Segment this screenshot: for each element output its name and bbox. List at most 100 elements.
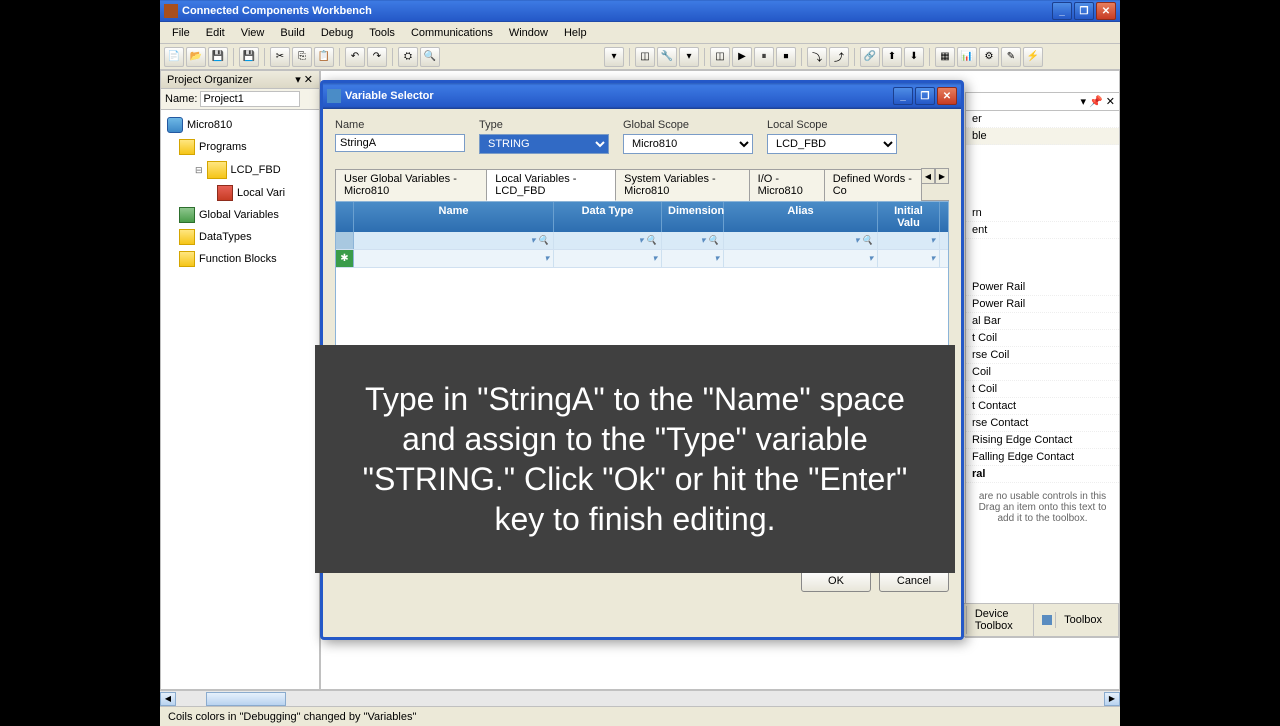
rp-item[interactable]: Falling Edge Contact (966, 449, 1119, 466)
col-datatype[interactable]: Data Type (554, 202, 662, 232)
play-icon[interactable]: ▶ (732, 47, 752, 67)
filter-cell[interactable]: ▾ (878, 232, 940, 249)
close-button[interactable]: ✕ (1096, 2, 1116, 20)
tool-icon[interactable]: ▾ (604, 47, 624, 67)
rp-item[interactable]: rse Coil (966, 347, 1119, 364)
tab-local-vars[interactable]: Local Variables - LCD_FBD (486, 169, 616, 201)
hscroll-right-icon[interactable]: ▶ (1104, 692, 1120, 706)
grid-cell[interactable]: ▾ (554, 250, 662, 267)
rp-item[interactable]: er (966, 111, 1119, 128)
rp-item[interactable]: ble (966, 128, 1119, 145)
copy-icon[interactable]: ⎘ (292, 47, 312, 67)
dropdown-icon[interactable]: ▾ (679, 47, 699, 67)
tree-root[interactable]: Micro810 (165, 114, 315, 136)
rp-item[interactable]: ral (966, 466, 1119, 483)
menu-build[interactable]: Build (272, 25, 312, 41)
panel-pin-icon[interactable]: ▾ 📌 ✕ (1080, 95, 1115, 108)
redo-icon[interactable]: ↷ (367, 47, 387, 67)
filter-icon[interactable]: ▾ 🔍 (855, 235, 873, 246)
col-initvalue[interactable]: Initial Valu (878, 202, 940, 232)
upload-icon[interactable]: ⬆ (882, 47, 902, 67)
tab-user-global[interactable]: User Global Variables - Micro810 (335, 169, 487, 201)
rp-item[interactable]: al Bar (966, 313, 1119, 330)
lscope-select[interactable]: LCD_FBD (767, 134, 897, 154)
grid-icon[interactable]: ▦ (935, 47, 955, 67)
tab-scroll-right-icon[interactable]: ▶ (935, 168, 949, 184)
menu-debug[interactable]: Debug (313, 25, 361, 41)
build-icon[interactable]: ⛭ (398, 47, 418, 67)
col-name[interactable]: Name (354, 202, 554, 232)
rp-item[interactable]: Power Rail (966, 279, 1119, 296)
open-icon[interactable]: 📂 (186, 47, 206, 67)
hscroll-thumb[interactable] (206, 692, 286, 706)
menu-help[interactable]: Help (556, 25, 595, 41)
tab-toolbox[interactable]: Toolbox (1033, 604, 1118, 636)
dialog-maximize-button[interactable]: ❐ (915, 87, 935, 105)
menu-edit[interactable]: Edit (198, 25, 233, 41)
grid-cell[interactable]: ▾ (662, 250, 724, 267)
tree-program-lcdfbd[interactable]: ⊟ LCD_FBD (165, 158, 315, 182)
filter-icon[interactable]: ▾ (930, 235, 935, 246)
menu-view[interactable]: View (233, 25, 273, 41)
tab-defined-words[interactable]: Defined Words - Co (824, 169, 922, 201)
filter-cell[interactable]: ▾ 🔍 (554, 232, 662, 249)
wrench-icon[interactable]: 🔧 (657, 47, 677, 67)
grid-cell[interactable]: ▾ (878, 250, 940, 267)
tree-funcblocks[interactable]: Function Blocks (165, 248, 315, 270)
panel-dropdown-icon[interactable]: ▾ ✕ (295, 73, 313, 86)
rp-item[interactable]: Power Rail (966, 296, 1119, 313)
grid-cell[interactable]: ▾ (354, 250, 554, 267)
undo-icon[interactable]: ↶ (345, 47, 365, 67)
cut-icon[interactable]: ✂ (270, 47, 290, 67)
menu-file[interactable]: File (164, 25, 198, 41)
step-icon[interactable]: ⤵ (807, 47, 827, 67)
save-all-icon[interactable]: 💾 (239, 47, 259, 67)
new-icon[interactable]: 📄 (164, 47, 184, 67)
paste-icon[interactable]: 📋 (314, 47, 334, 67)
panel-icon[interactable]: ◫ (635, 47, 655, 67)
col-alias[interactable]: Alias (724, 202, 878, 232)
tab-io[interactable]: I/O - Micro810 (749, 169, 825, 201)
ok-button[interactable]: OK (801, 570, 871, 592)
tree-datatypes[interactable]: DataTypes (165, 226, 315, 248)
gscope-select[interactable]: Micro810 (623, 134, 753, 154)
tree-programs[interactable]: Programs (165, 136, 315, 158)
main-hscroll[interactable]: ◀ ▶ (160, 690, 1120, 706)
menu-window[interactable]: Window (501, 25, 556, 41)
find-icon[interactable]: 🔍 (420, 47, 440, 67)
rp-item[interactable]: rse Contact (966, 415, 1119, 432)
rp-item[interactable]: ent (966, 222, 1119, 239)
col-dimension[interactable]: Dimension (662, 202, 724, 232)
dialog-minimize-button[interactable]: _ (893, 87, 913, 105)
chart-icon[interactable]: 📊 (957, 47, 977, 67)
menu-tools[interactable]: Tools (361, 25, 403, 41)
grid-cell[interactable]: ▾ (724, 250, 878, 267)
dialog-close-button[interactable]: ✕ (937, 87, 957, 105)
pause-icon[interactable]: ⏸ (754, 47, 774, 67)
rp-item[interactable]: Coil (966, 364, 1119, 381)
project-name-input[interactable] (200, 91, 300, 107)
hscroll-left-icon[interactable]: ◀ (160, 692, 176, 706)
connect-icon[interactable]: 🔗 (860, 47, 880, 67)
menu-communications[interactable]: Communications (403, 25, 501, 41)
rp-item[interactable]: rn (966, 205, 1119, 222)
filter-cell[interactable]: ▾ 🔍 (354, 232, 554, 249)
expand-icon[interactable]: ⊟ (195, 165, 203, 176)
window-icon[interactable]: ◫ (710, 47, 730, 67)
name-input[interactable] (335, 134, 465, 152)
tree-globalvars[interactable]: Global Variables (165, 204, 315, 226)
tree-localvars[interactable]: Local Vari (165, 182, 315, 204)
rp-item[interactable]: t Coil (966, 330, 1119, 347)
filter-icon[interactable]: ▾ 🔍 (701, 235, 719, 246)
misc2-icon[interactable]: ✎ (1001, 47, 1021, 67)
cancel-button[interactable]: Cancel (879, 570, 949, 592)
rp-item[interactable]: t Contact (966, 398, 1119, 415)
maximize-button[interactable]: ❐ (1074, 2, 1094, 20)
type-select[interactable]: STRING (479, 134, 609, 154)
filter-cell[interactable]: ▾ 🔍 (662, 232, 724, 249)
filter-icon[interactable]: ▾ 🔍 (531, 235, 549, 246)
tab-system-vars[interactable]: System Variables - Micro810 (615, 169, 749, 201)
rp-item[interactable]: t Coil (966, 381, 1119, 398)
minimize-button[interactable]: _ (1052, 2, 1072, 20)
download-icon[interactable]: ⬇ (904, 47, 924, 67)
